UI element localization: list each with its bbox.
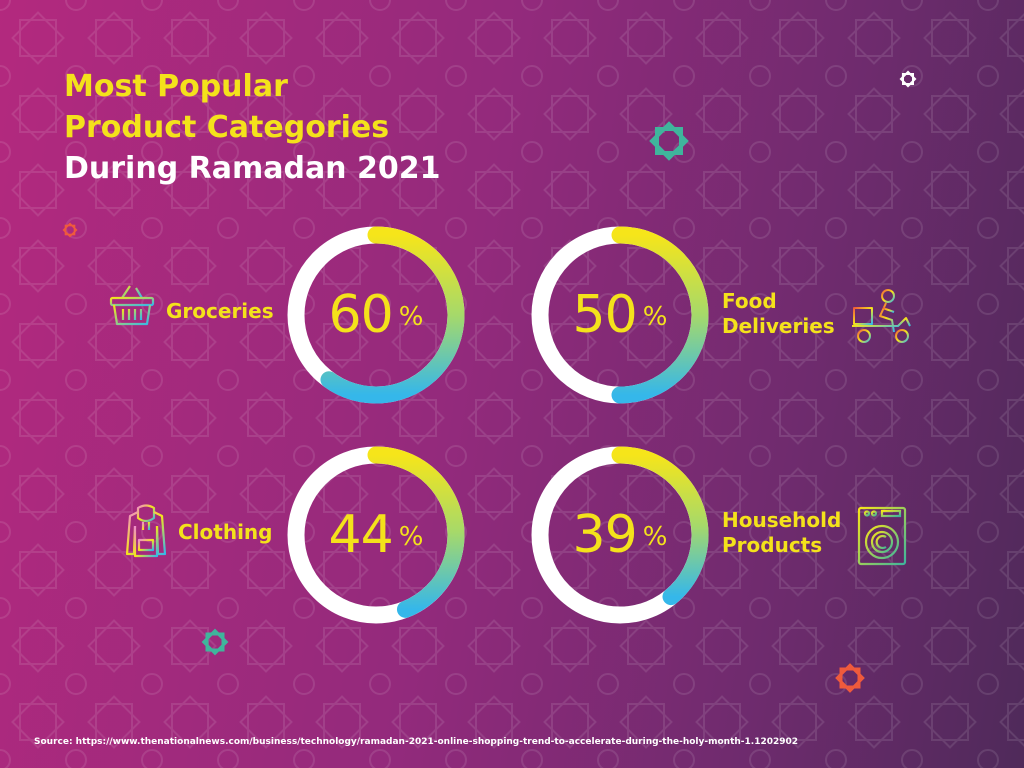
- category-label-groceries: Groceries: [166, 299, 274, 324]
- value-number: 60: [328, 285, 394, 345]
- category-text-line-1: Food: [722, 289, 777, 313]
- category-label-clothing: Clothing: [178, 520, 272, 545]
- donut-chart-food-deliveries: [531, 226, 709, 404]
- basket-icon: [109, 285, 155, 326]
- percent-sign: %: [642, 302, 668, 332]
- hoodie-icon: [125, 504, 167, 558]
- percent-sign: %: [398, 522, 424, 552]
- star-decoration-icon: [201, 628, 229, 656]
- donut-arc-groceries: [320, 226, 465, 404]
- percent-sign: %: [398, 302, 424, 332]
- donut-clothing: 44 %: [282, 441, 470, 629]
- value-number: 39: [572, 505, 638, 565]
- title-line-1: Most Popular: [64, 69, 288, 104]
- category-text: Clothing: [178, 520, 273, 544]
- value-label-clothing: 44 %: [282, 441, 470, 629]
- donut-chart-household-products: [531, 446, 709, 624]
- value-label-groceries: 60 %: [282, 221, 470, 409]
- donut-chart-groceries: [287, 226, 465, 404]
- title-line-3: During Ramadan 2021: [64, 151, 441, 186]
- star-decoration-icon: [835, 663, 865, 693]
- category-label-household-products: Household Products: [722, 508, 841, 558]
- washing-machine-icon: [857, 506, 907, 566]
- star-decoration-icon: [649, 121, 689, 161]
- page-title: Most Popular Product Categories During R…: [64, 66, 440, 189]
- donut-food-deliveries: 50 %: [526, 221, 714, 409]
- star-decoration-icon: [62, 222, 78, 238]
- value-label-household-products: 39 %: [526, 441, 714, 629]
- percent-sign: %: [642, 522, 668, 552]
- category-text-line-2: Deliveries: [722, 314, 835, 338]
- title-line-2: Product Categories: [64, 110, 390, 145]
- donut-groceries: 60 %: [282, 221, 470, 409]
- value-number: 50: [572, 285, 638, 345]
- category-text: Groceries: [166, 299, 274, 323]
- category-text-line-1: Household: [722, 508, 842, 532]
- donut-arc-clothing: [367, 446, 465, 618]
- donut-chart-clothing: [287, 446, 465, 624]
- star-decoration-icon: [899, 70, 917, 88]
- value-number: 44: [328, 505, 394, 565]
- donut-arc-food-deliveries: [611, 226, 709, 404]
- category-label-food-deliveries: Food Deliveries: [722, 289, 835, 339]
- category-text-line-2: Products: [722, 533, 823, 557]
- donut-household-products: 39 %: [526, 441, 714, 629]
- source-citation: Source: https://www.thenationalnews.com/…: [34, 737, 799, 747]
- delivery-scooter-icon: [852, 289, 911, 343]
- value-label-food-deliveries: 50 %: [526, 221, 714, 409]
- donut-arc-household-products: [611, 446, 709, 606]
